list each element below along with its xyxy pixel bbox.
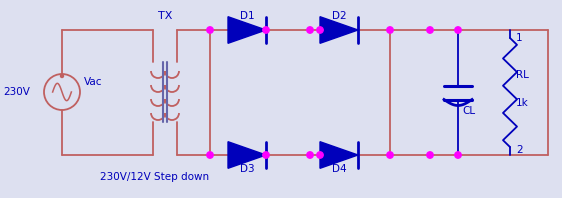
Polygon shape [320, 142, 358, 168]
Text: 2: 2 [516, 145, 523, 155]
Text: TX: TX [158, 11, 172, 21]
Circle shape [427, 27, 433, 33]
Circle shape [307, 27, 313, 33]
Circle shape [387, 152, 393, 158]
Text: Vac: Vac [84, 77, 102, 87]
Circle shape [207, 152, 213, 158]
Polygon shape [228, 142, 266, 168]
Text: 230V/12V Step down: 230V/12V Step down [101, 172, 210, 182]
Text: D4: D4 [332, 164, 346, 174]
Circle shape [207, 27, 213, 33]
Circle shape [427, 152, 433, 158]
Text: 1k: 1k [516, 97, 529, 108]
Circle shape [387, 27, 393, 33]
Text: D2: D2 [332, 11, 346, 21]
Circle shape [263, 27, 269, 33]
Text: RL: RL [516, 69, 529, 80]
Circle shape [307, 152, 313, 158]
Polygon shape [320, 17, 358, 43]
Text: D1: D1 [239, 11, 255, 21]
Text: 230V: 230V [3, 87, 30, 97]
Circle shape [317, 152, 323, 158]
Text: D3: D3 [239, 164, 255, 174]
Text: 1: 1 [516, 33, 523, 43]
Circle shape [455, 152, 461, 158]
Polygon shape [228, 17, 266, 43]
Circle shape [263, 152, 269, 158]
Circle shape [455, 27, 461, 33]
Text: CL: CL [462, 106, 475, 115]
Circle shape [317, 27, 323, 33]
Circle shape [61, 74, 64, 77]
